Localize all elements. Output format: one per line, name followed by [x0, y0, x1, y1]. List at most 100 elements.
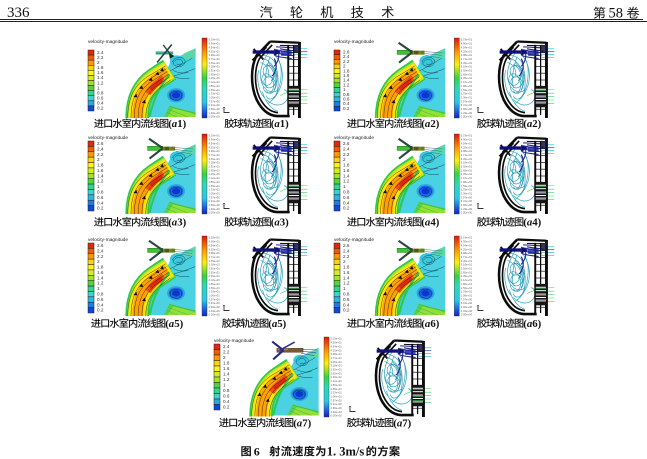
svg-text:(a4): (a4) — [421, 217, 439, 229]
svg-text:1.6: 1.6 — [97, 270, 104, 275]
svg-text:1: 1 — [97, 85, 100, 90]
svg-text:2.39e+01: 2.39e+01 — [209, 274, 221, 278]
svg-text:1.8: 1.8 — [97, 163, 104, 168]
svg-text:2: 2 — [97, 157, 100, 162]
svg-text:4.90e+01: 4.90e+01 — [461, 42, 473, 46]
svg-text:7.97e+00: 7.97e+00 — [209, 297, 221, 301]
svg-text:2.66e+00: 2.66e+00 — [331, 406, 343, 410]
svg-text:2.92e+01: 2.92e+01 — [461, 69, 473, 73]
svg-text:1: 1 — [343, 184, 346, 189]
svg-text:2.65e+01: 2.65e+01 — [331, 371, 343, 375]
svg-text:2.6: 2.6 — [343, 243, 350, 248]
svg-text:4.54e+01: 4.54e+01 — [209, 243, 221, 247]
svg-text:2.12e+01: 2.12e+01 — [461, 278, 473, 282]
svg-text:1.86e+01: 1.86e+01 — [461, 180, 473, 184]
svg-text:0.8: 0.8 — [223, 388, 230, 393]
svg-text:2.66e+00: 2.66e+00 — [209, 305, 221, 309]
svg-text:3.18e+01: 3.18e+01 — [461, 161, 473, 165]
svg-text:1.33e+01: 1.33e+01 — [461, 188, 473, 192]
svg-text:2.12e+01: 2.12e+01 — [209, 278, 221, 282]
svg-text:7.97e+00: 7.97e+00 — [461, 99, 473, 103]
svg-text:2.65e+01: 2.65e+01 — [209, 270, 221, 274]
svg-text:7.97e+00: 7.97e+00 — [461, 195, 473, 199]
svg-text:0.00e+00: 0.00e+00 — [461, 313, 473, 317]
svg-text:3.45e+01: 3.45e+01 — [461, 259, 473, 263]
svg-text:(a7): (a7) — [393, 417, 411, 429]
svg-text:0.2: 0.2 — [97, 106, 104, 111]
svg-text:0.2: 0.2 — [223, 405, 230, 410]
svg-text:1.86e+01: 1.86e+01 — [209, 282, 221, 286]
svg-text:2.4: 2.4 — [97, 146, 104, 151]
svg-text:5.19e+01: 5.19e+01 — [209, 38, 221, 42]
svg-text:(a3): (a3) — [168, 217, 186, 229]
svg-text:0.4: 0.4 — [97, 200, 104, 205]
svg-text:3.98e+01: 3.98e+01 — [209, 251, 221, 255]
svg-text:1.2: 1.2 — [97, 281, 104, 286]
svg-text:(a3): (a3) — [271, 217, 289, 229]
svg-text:2: 2 — [343, 259, 346, 264]
svg-text:1: 1 — [343, 286, 346, 291]
svg-text:1.86e+01: 1.86e+01 — [209, 84, 221, 88]
svg-text:velocity-magnitude: velocity-magnitude — [88, 237, 128, 243]
svg-text:2: 2 — [343, 157, 346, 162]
svg-text:(a6): (a6) — [421, 318, 439, 330]
svg-text:2.12e+01: 2.12e+01 — [461, 176, 473, 180]
svg-text:58: 58 — [609, 5, 624, 21]
svg-text:1.59e+01: 1.59e+01 — [461, 286, 473, 290]
svg-text:1.33e+01: 1.33e+01 — [461, 290, 473, 294]
svg-text:1: 1 — [223, 383, 226, 388]
svg-text:1: 1 — [343, 87, 346, 92]
svg-text:1.33e+01: 1.33e+01 — [209, 92, 221, 96]
svg-text:2.39e+01: 2.39e+01 — [461, 76, 473, 80]
svg-text:5.31e+00: 5.31e+00 — [461, 301, 473, 305]
svg-text:1: 1 — [97, 184, 100, 189]
svg-text:2.4: 2.4 — [343, 248, 350, 253]
svg-text:2.65e+01: 2.65e+01 — [461, 72, 473, 76]
svg-text:5.19e+01: 5.19e+01 — [331, 337, 343, 341]
svg-text:0.8: 0.8 — [343, 292, 350, 297]
svg-text:4.54e+01: 4.54e+01 — [461, 243, 473, 247]
svg-text:1: 1 — [97, 286, 100, 291]
svg-text:0.4: 0.4 — [343, 200, 350, 205]
svg-text:(a2): (a2) — [523, 118, 541, 130]
svg-text:2.66e+00: 2.66e+00 — [461, 305, 473, 309]
svg-text:velocity-magnitude: velocity-magnitude — [334, 237, 374, 243]
svg-text:5.31e+00: 5.31e+00 — [209, 199, 221, 203]
svg-text:0.8: 0.8 — [97, 90, 104, 95]
svg-text:2.66e+00: 2.66e+00 — [461, 107, 473, 111]
svg-text:2.65e+01: 2.65e+01 — [461, 168, 473, 172]
svg-text:1.59e+01: 1.59e+01 — [209, 88, 221, 92]
svg-text:3.98e+01: 3.98e+01 — [461, 149, 473, 153]
svg-text:2.66e+00: 2.66e+00 — [209, 107, 221, 111]
svg-text:0.00e+00: 0.00e+00 — [331, 414, 343, 418]
svg-text:1.33e+00: 1.33e+00 — [461, 207, 473, 211]
svg-text:1.2: 1.2 — [343, 82, 350, 87]
svg-text:1. 3m/s: 1. 3m/s — [327, 444, 365, 458]
svg-text:4.25e+01: 4.25e+01 — [461, 49, 473, 53]
svg-text:1.8: 1.8 — [223, 361, 230, 366]
svg-text:1.2: 1.2 — [343, 281, 350, 286]
svg-text:2.92e+01: 2.92e+01 — [331, 368, 343, 372]
svg-text:2.6: 2.6 — [343, 141, 350, 146]
svg-text:1.59e+01: 1.59e+01 — [331, 387, 343, 391]
svg-text:4.54e+01: 4.54e+01 — [209, 141, 221, 145]
svg-text:1.8: 1.8 — [343, 265, 350, 270]
svg-text:0.2: 0.2 — [97, 206, 104, 211]
svg-text:0.6: 0.6 — [343, 195, 350, 200]
svg-text:1.6: 1.6 — [343, 168, 350, 173]
svg-text:7.97e+00: 7.97e+00 — [331, 398, 343, 402]
svg-text:1.4: 1.4 — [343, 275, 350, 280]
svg-text:0.6: 0.6 — [343, 297, 350, 302]
svg-text:1.2: 1.2 — [97, 80, 104, 85]
svg-text:1.33e+00: 1.33e+00 — [331, 410, 343, 414]
svg-text:3.98e+01: 3.98e+01 — [331, 352, 343, 356]
svg-text:(a1): (a1) — [271, 118, 289, 130]
svg-text:3.71e+01: 3.71e+01 — [209, 153, 221, 157]
svg-text:0.6: 0.6 — [223, 394, 230, 399]
svg-text:2.66e+00: 2.66e+00 — [209, 203, 221, 207]
svg-text:2: 2 — [223, 355, 226, 360]
svg-text:1.06e+01: 1.06e+01 — [461, 293, 473, 297]
svg-text:1.6: 1.6 — [97, 70, 104, 75]
svg-text:1.33e+01: 1.33e+01 — [209, 188, 221, 192]
svg-text:0.2: 0.2 — [343, 206, 350, 211]
